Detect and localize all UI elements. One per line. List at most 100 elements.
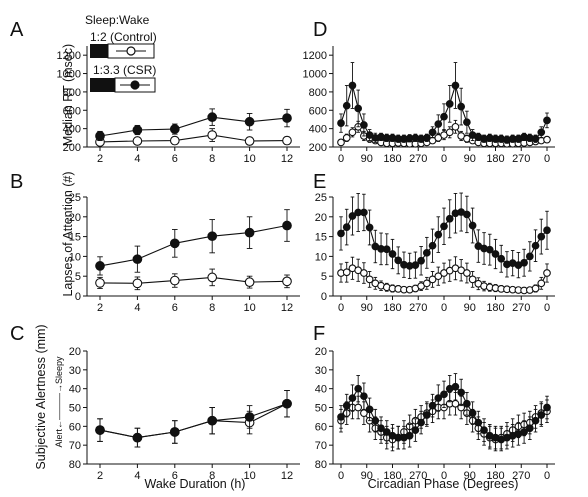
data-point-control-e-5: [365, 275, 374, 284]
x-tick-label-b-4: 10: [243, 302, 255, 314]
x-tick-label-e-8: 0: [544, 302, 550, 314]
chart-panel-a: 200 400 600 800 1000 1200 2 4 6 8 10 12: [57, 46, 300, 165]
y-tick-label-f-5: 70: [315, 440, 327, 452]
data-point-csr-f-1: [342, 401, 351, 410]
series-csr-e: [337, 192, 551, 280]
y-tick-label-c-6: 80: [69, 459, 81, 471]
y-tick-label-b-0: 0: [75, 291, 81, 303]
data-point-csr-f-18: [440, 390, 448, 399]
data-point-csr-d-2: [348, 81, 357, 90]
x-tick-label-e-1: 90: [361, 302, 373, 314]
data-point-csr-e-13: [411, 261, 420, 269]
data-point-csr-e-14: [417, 256, 425, 265]
data-point-control-d-20: [451, 122, 460, 131]
y-tick-label-b-1: 5: [75, 271, 81, 283]
data-point-csr-d-35: [537, 128, 546, 137]
data-point-control-d-19: [445, 128, 454, 137]
data-point-control-e-15: [422, 279, 431, 288]
x-tick-label-f-4: 0: [441, 470, 447, 482]
data-point-csr-f-35: [537, 411, 546, 419]
data-point-csr-d-36: [543, 116, 551, 125]
data-point-control-b-3: [207, 272, 218, 283]
data-point-control-a-2: [169, 135, 180, 146]
y-tick-label-e-3: 15: [315, 232, 327, 244]
data-point-csr-f-13: [411, 426, 420, 434]
x-tick-label-c-1: 4: [134, 470, 140, 482]
series-csr-a: [95, 108, 292, 142]
data-point-control-a-1: [132, 136, 143, 146]
x-tick-label-d-7: 270: [512, 153, 530, 165]
data-point-csr-f-16: [428, 401, 437, 410]
legend-csr-sleep-bar: [90, 78, 115, 92]
data-point-control-a-3: [207, 130, 218, 140]
x-tick-label-e-7: 270: [512, 302, 530, 314]
data-point-csr-f-6: [371, 416, 380, 425]
x-tick-label-f-5: 90: [464, 470, 476, 482]
x-tick-label-f-6: 180: [486, 470, 504, 482]
x-tick-label-d-2: 180: [383, 153, 401, 165]
data-point-csr-f-17: [434, 394, 443, 402]
x-tick-label-d-0: 0: [338, 153, 344, 165]
data-point-control-a-4: [244, 136, 255, 146]
data-point-csr-c-0: [95, 425, 105, 435]
data-point-csr-f-2: [348, 394, 357, 402]
x-tick-label-e-5: 90: [464, 302, 476, 314]
y-tick-label-d-5: 1200: [303, 50, 327, 62]
x-tick-label-d-1: 90: [361, 153, 373, 165]
data-point-csr-f-33: [525, 424, 534, 433]
data-point-csr-d-15: [422, 133, 431, 142]
data-point-control-b-1: [132, 278, 143, 289]
x-tick-label-d-5: 90: [464, 153, 476, 165]
legend-control-label: 1:2 (Control): [90, 30, 157, 44]
y-tick-label-e-4: 20: [315, 212, 327, 224]
chart-panel-c: 20 30 40 50 60 70 80 2 4 6 8 10 12: [69, 346, 300, 482]
data-point-csr-f-23: [468, 409, 477, 418]
y-tick-label-f-3: 50: [315, 403, 327, 415]
chart-panel-b: 0 5 10 15 20 25 2 4 6 8 10 12: [69, 192, 300, 314]
data-point-csr-d-0: [337, 119, 345, 127]
y-tick-label-c-4: 60: [69, 421, 81, 433]
data-point-csr-c-3: [207, 415, 218, 426]
data-point-control-a-5: [282, 135, 292, 146]
data-point-csr-e-33: [525, 252, 534, 261]
data-point-control-b-4: [244, 277, 255, 287]
y-tick-label-f-4: 60: [315, 421, 327, 433]
data-point-csr-e-19: [445, 214, 454, 223]
chart-panel-d: 200 400 600 800 1000 1200 0 90 180 270 0 90 180 270 0: [303, 46, 555, 165]
x-tick-label-c-5: 12: [281, 470, 293, 482]
data-point-control-b-0: [95, 278, 105, 288]
panel-title-d: D: [313, 19, 327, 41]
chart-panel-f: 20 30 40 50 60 70 80 0 90 180 270 0 90 180 270 0: [315, 346, 555, 482]
x-tick-label-f-3: 270: [409, 470, 427, 482]
y-tick-label-f-1: 30: [315, 365, 327, 377]
data-point-csr-d-22: [463, 118, 471, 127]
legend-control-sleep-bar: [90, 44, 108, 58]
xlabel-circadian-phase: Circadian Phase (Degrees): [368, 477, 519, 491]
x-tick-label-a-2: 6: [172, 153, 178, 165]
data-point-csr-e-17: [434, 230, 443, 239]
x-tick-label-a-5: 12: [281, 153, 293, 165]
y-tick-label-a-2: 600: [63, 105, 81, 117]
x-tick-label-a-4: 10: [243, 153, 255, 165]
x-tick-label-d-6: 180: [486, 153, 504, 165]
data-point-csr-c-2: [169, 427, 180, 437]
data-point-control-e-23: [468, 275, 477, 284]
x-tick-label-f-8: 0: [544, 470, 550, 482]
series-line-control-c: [99, 403, 288, 439]
x-tick-label-d-3: 270: [409, 153, 427, 165]
series-line-control-b: [99, 276, 288, 284]
x-tick-label-b-1: 4: [134, 302, 140, 314]
data-point-csr-e-18: [440, 222, 448, 231]
x-tick-label-e-2: 180: [383, 302, 401, 314]
data-point-control-d-2: [348, 128, 357, 137]
data-point-csr-f-25: [480, 426, 488, 434]
data-point-csr-e-27: [491, 250, 500, 258]
panel-title-e: E: [313, 171, 326, 193]
data-point-csr-b-1: [132, 254, 143, 265]
data-point-csr-e-36: [543, 226, 551, 235]
data-point-csr-e-16: [428, 241, 437, 250]
data-point-csr-e-26: [485, 245, 494, 254]
data-point-csr-e-32: [520, 258, 528, 267]
